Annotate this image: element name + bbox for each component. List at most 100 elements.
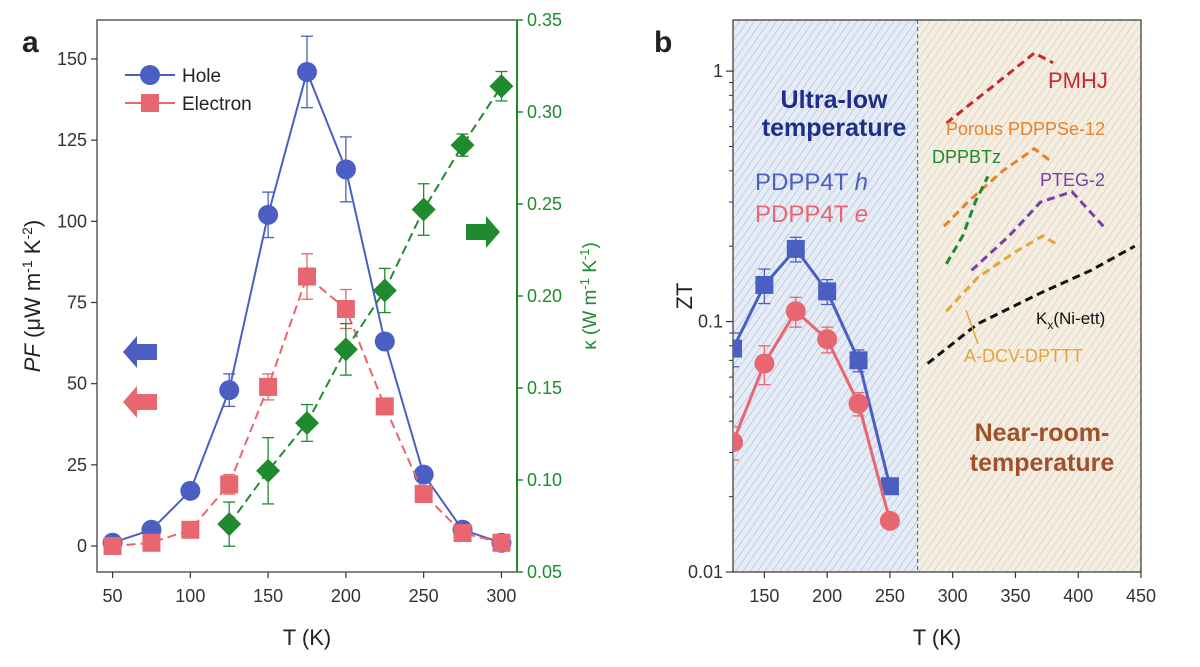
near-room-region-label-line2: temperature: [970, 449, 1115, 477]
panel-b-chart: 150 200 250 300 350 400 450 0.010.11 T (K) ZT …: [672, 19, 1156, 650]
a-right-tick-label: 0.20: [527, 286, 562, 306]
b-data-point: [733, 432, 743, 453]
lit-label-dppbtz: DPPBTz: [932, 147, 1001, 167]
b-data-point: [786, 239, 805, 258]
a-data-point: [180, 480, 201, 501]
panel-b-label: b: [654, 26, 672, 59]
a-data-point: [256, 458, 281, 483]
b-data-point: [785, 301, 806, 322]
b-series-line: [733, 308, 892, 522]
legend-marker: [140, 65, 160, 85]
b-data-point: [849, 351, 868, 370]
a-left-tick-label: 75: [67, 292, 87, 312]
a-data-point: [372, 278, 397, 303]
a-data-point: [333, 337, 358, 362]
a-left-tick-label: 25: [67, 455, 87, 475]
lit-label-porous-pdppse-12: Porous PDPPSe-12: [946, 119, 1105, 139]
ultra-low-region-label-line2: temperature: [762, 114, 907, 142]
a-left-tick-label: 150: [57, 49, 87, 69]
a-left-tick-label: 50: [67, 374, 87, 394]
a-right-tick-label: 0.10: [527, 470, 562, 490]
panel-a-x-axis-label: T (K): [283, 625, 331, 650]
b-data-point: [818, 282, 837, 301]
a-data-point: [492, 533, 511, 552]
a-series-line: [112, 68, 502, 544]
b-x-tick-label: 150: [749, 586, 779, 606]
a-right-tick-label: 0.30: [527, 102, 562, 122]
b-series-line: [733, 246, 892, 487]
b-x-tick-label: 200: [812, 586, 842, 606]
legend-marker: [141, 94, 159, 112]
axis-indicator-arrow-icon: [123, 336, 157, 368]
panel-b-x-axis-label: T (K): [913, 625, 961, 650]
panel-a-chart: 50 100 150 200 250 300 0 25 50 75 100 125 150 0.05 0…: [19, 10, 601, 650]
a-left-tick-label: 0: [77, 536, 87, 556]
a-data-point: [414, 485, 433, 504]
b-x-tick-label: 300: [938, 586, 968, 606]
a-data-point: [335, 159, 356, 180]
b-data-point: [848, 393, 869, 414]
b-data-point: [880, 477, 899, 496]
panel-b-y-axis-label: ZT: [672, 283, 697, 310]
b-data-point: [733, 339, 742, 358]
a-series-line: [112, 274, 502, 548]
b-x-tick-label: 450: [1126, 586, 1156, 606]
series-label-pdpp4t-e: PDPP4T e: [755, 201, 868, 228]
a-x-tick-label: 250: [409, 586, 439, 606]
a-right-tick-label: 0.05: [527, 562, 562, 582]
ultra-low-region-label-line1: Ultra-low: [781, 86, 889, 114]
a-data-point: [374, 331, 395, 352]
panel-a-label: a: [22, 26, 39, 59]
axis-indicator-arrow-icon: [123, 386, 157, 418]
a-data-point: [298, 267, 316, 286]
a-data-point: [297, 61, 317, 82]
literature-curve: [942, 146, 1055, 228]
a-right-tick-label: 0.35: [527, 10, 562, 30]
a-data-point: [103, 537, 122, 556]
b-x-tick-label: 350: [1000, 586, 1030, 606]
a-series-line: [228, 85, 503, 525]
b-y-tick-label: 0.1: [698, 312, 723, 332]
near-room-temperature-region: [917, 20, 1141, 572]
b-x-tick-label: 400: [1063, 586, 1093, 606]
a-data-point: [259, 377, 278, 396]
a-dcv-dptttt-pointer: [965, 309, 979, 345]
b-data-point: [817, 329, 838, 350]
a-left-tick-label: 125: [57, 130, 87, 150]
a-data-point: [489, 74, 514, 99]
b-y-tick-label: 1: [713, 61, 723, 81]
lit-label-a-dcv-dptttt: A-DCV-DPTTT: [964, 346, 1083, 366]
lit-label-pteg-2: PTEG-2: [1040, 170, 1105, 190]
literature-curve: [945, 234, 1061, 313]
legend-label: Hole: [182, 66, 221, 87]
legend-label: Electron: [182, 94, 252, 115]
a-x-tick-label: 50: [103, 586, 123, 606]
a-right-tick-label: 0.15: [527, 378, 562, 398]
lit-label-kx-ni-ett: Kx(Ni-ett): [1036, 309, 1105, 332]
a-data-point: [375, 397, 394, 416]
a-data-point: [453, 524, 472, 543]
literature-curve: [945, 175, 990, 265]
a-data-point: [336, 299, 355, 318]
a-data-point: [181, 520, 200, 539]
panel-b-plot-frame: [732, 19, 1142, 573]
a-x-tick-label: 150: [253, 586, 283, 606]
b-x-tick-label: 250: [875, 586, 905, 606]
b-data-point: [755, 275, 774, 294]
panel-a-right-y-axis-label: κ (W m-1 K-1): [577, 242, 601, 350]
a-left-tick-label: 100: [57, 211, 87, 231]
series-label-pdpp4t-h: PDPP4T h: [755, 169, 868, 196]
panel-a-left-y-axis-label: PF (μW m-1 K-2): [19, 220, 45, 372]
a-data-point: [217, 512, 242, 537]
a-data-point: [413, 464, 434, 485]
near-room-region-label-line1: Near-room-: [975, 419, 1110, 447]
a-data-point: [219, 380, 240, 401]
literature-curve: [926, 244, 1136, 365]
a-data-point: [450, 133, 475, 158]
axis-indicator-arrow-icon: [466, 216, 500, 248]
a-data-point: [411, 197, 436, 222]
b-data-point: [754, 353, 775, 374]
b-y-tick-label: 0.01: [688, 562, 723, 582]
b-data-point: [879, 510, 900, 531]
